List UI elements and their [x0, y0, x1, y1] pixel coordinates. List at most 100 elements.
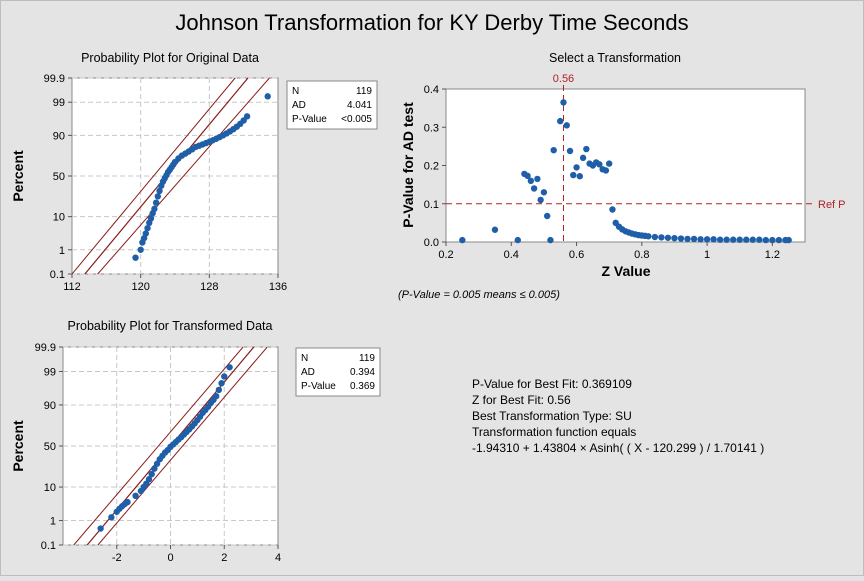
transformed-y-ticks: 0.1 1 10 50 90 99 99.9: [35, 342, 63, 552]
select-data-point: [514, 236, 521, 244]
transformed-data-point: [221, 373, 228, 380]
select-y-tick-label: 0.4: [424, 84, 439, 96]
original-y-tick-label: 0.1: [50, 269, 65, 281]
original-y-tick-label: 1: [59, 245, 65, 257]
select-data-point: [596, 161, 603, 168]
transformed-data-point: [215, 386, 223, 394]
transformed-data-point: [226, 364, 233, 371]
transformed-y-tick-label: 1: [50, 516, 56, 528]
pvalue-note: (P-Value = 0.005 means ≤ 0.005): [398, 289, 560, 301]
select-data-point: [583, 145, 590, 153]
select-data-point: [459, 236, 466, 244]
select-reference-lines: [446, 85, 813, 242]
original-stat-n-label: N: [292, 86, 299, 97]
select-data-point: [756, 236, 763, 243]
original-x-tick-label: 128: [200, 281, 218, 293]
select-data-point: [645, 233, 652, 240]
select-y-tick-label: 0.2: [424, 161, 439, 173]
select-data-point: [550, 147, 557, 154]
transformed-data-point: [151, 465, 158, 472]
original-y-tick-label: 90: [53, 130, 65, 142]
transformed-data-point: [145, 476, 153, 483]
select-data-point: [749, 236, 756, 243]
transformed-stat-ad-label: AD: [301, 367, 315, 378]
select-y-tick-label: 0.0: [424, 237, 439, 249]
transformed-data-point: [97, 525, 104, 532]
figure-title: Johnson Transformation for KY Derby Time…: [175, 10, 688, 35]
select-data-point: [743, 236, 750, 243]
select-y-ticks: 0.0 0.1 0.2 0.3 0.4: [424, 84, 446, 249]
original-plot-subtitle: Probability Plot for Original Data: [81, 51, 259, 65]
original-stats-box: [286, 80, 378, 130]
transformed-y-tick-label: 99.9: [35, 342, 56, 354]
select-data-points: [459, 99, 792, 244]
summary-function-heading: Transformation function equals: [472, 425, 636, 439]
original-y-ticks: 0.1 1 10 50 90 99 99.9: [44, 73, 72, 281]
select-x-tick-label: 0.6: [569, 249, 584, 261]
original-stat-n-value: 119: [356, 86, 372, 97]
select-data-point: [671, 234, 678, 242]
select-data-point: [710, 236, 717, 243]
select-data-point: [785, 236, 792, 244]
transformed-data-point: [124, 498, 131, 506]
select-data-point: [602, 167, 610, 174]
original-data-point: [144, 224, 151, 232]
transformed-stats-box: [295, 347, 381, 397]
select-data-point: [684, 235, 691, 243]
select-data-point: [677, 235, 685, 242]
transformed-confidence-line: [73, 347, 244, 545]
transformed-y-tick-label: 50: [44, 441, 56, 453]
summary-best-pvalue: P-Value for Best Fit: 0.369109: [472, 377, 632, 391]
original-data-point: [151, 205, 158, 213]
original-y-tick-label: 99.9: [44, 73, 65, 85]
select-data-point: [605, 160, 613, 167]
select-data-point: [557, 117, 564, 125]
original-x-ticks: 112 120 128 136: [63, 274, 287, 293]
select-data-point: [566, 147, 574, 155]
select-data-point: [658, 234, 665, 241]
select-x-tick-label: 1: [704, 249, 710, 261]
original-data-points: [132, 93, 271, 261]
original-data-point: [137, 246, 144, 253]
select-data-point: [703, 236, 711, 243]
original-data-point: [154, 193, 162, 200]
select-x-tick-label: 0.8: [634, 249, 649, 261]
original-stat-pvalue-label: P-Value: [292, 114, 327, 125]
select-data-point: [576, 173, 584, 180]
select-data-point: [723, 236, 730, 243]
select-data-point: [530, 185, 538, 192]
original-data-point: [147, 215, 155, 222]
select-data-point: [524, 172, 531, 180]
select-x-tick-label: 0.4: [504, 249, 519, 261]
original-data-point: [142, 230, 150, 237]
transformed-stat-pvalue-value: 0.369: [350, 381, 375, 392]
transformed-x-tick-label: -2: [112, 552, 122, 564]
transformed-data-point: [148, 470, 155, 478]
select-data-point: [762, 236, 770, 244]
transformed-y-tick-label: 90: [44, 400, 56, 412]
select-data-point: [534, 175, 541, 183]
original-data-point: [243, 113, 251, 120]
transformed-y-tick-label: 10: [44, 482, 56, 494]
summary-function-formula: -1.94310 + 1.43804 × Asinh( ( X - 120.29…: [472, 441, 764, 455]
transformed-data-point: [218, 380, 225, 387]
original-stat-ad-label: AD: [292, 100, 306, 111]
transformed-stat-pvalue-label: P-Value: [301, 381, 336, 392]
select-data-point: [560, 99, 567, 106]
original-x-tick-label: 136: [269, 281, 287, 293]
transformed-stat-ad-value: 0.394: [350, 367, 375, 378]
select-x-ticks: 0.2 0.4 0.6 0.8 1 1.2: [438, 242, 780, 261]
select-y-tick-label: 0.1: [424, 199, 439, 211]
select-data-point: [775, 236, 783, 244]
original-data-point: [156, 187, 163, 195]
transformed-data-points: [97, 364, 233, 532]
select-data-point: [537, 196, 544, 204]
select-plot-area: [445, 88, 806, 243]
original-data-point: [264, 93, 271, 100]
transformed-data-point: [212, 392, 220, 400]
select-data-point: [540, 189, 548, 196]
transformed-x-tick-label: 4: [275, 552, 281, 564]
select-data-point: [697, 236, 704, 243]
original-confidence-line: [97, 78, 270, 274]
